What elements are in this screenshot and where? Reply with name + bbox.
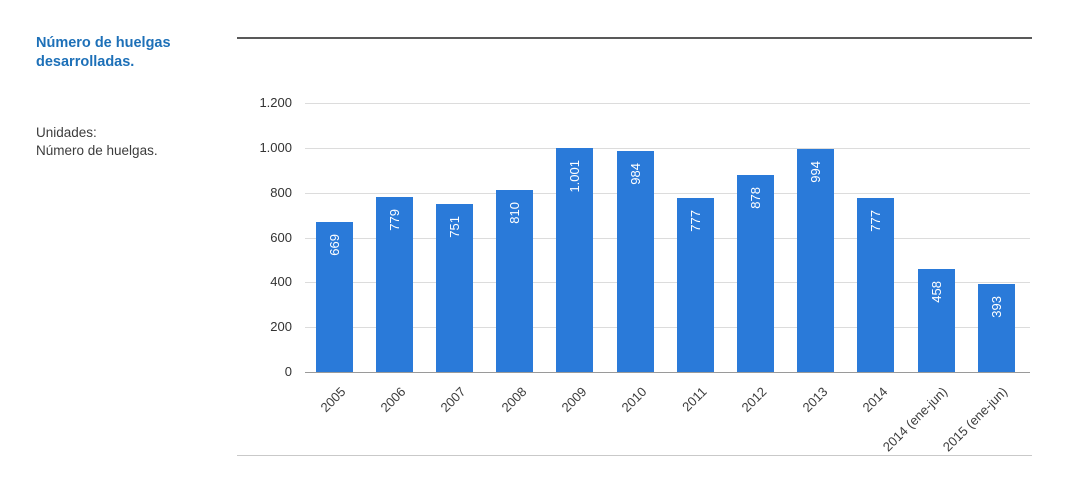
gridline (305, 238, 1030, 239)
bar-value-label: 779 (387, 209, 402, 231)
y-tick-label: 800 (270, 185, 292, 200)
y-tick-label: 200 (270, 319, 292, 334)
bar-2007: 751 (436, 204, 473, 372)
bar-value-label: 810 (507, 202, 522, 224)
bar-2014: 777 (857, 198, 894, 372)
chart-sidebar: Número de huelgas desarrolladas. Unidade… (36, 34, 226, 160)
units-block: Unidades: Número de huelgas. (36, 124, 226, 160)
chart-title-line2: desarrolladas. (36, 53, 135, 70)
y-tick-label: 600 (270, 230, 292, 245)
chart-top-rule (237, 37, 1032, 39)
chart-title-line1: Número de huelgas (36, 35, 171, 51)
bar-value-label: 984 (628, 163, 643, 185)
bar-value-label: 777 (868, 210, 883, 232)
bar-2011: 777 (677, 198, 714, 372)
y-tick-label: 1.200 (259, 95, 292, 110)
units-value: Número de huelgas. (36, 142, 158, 158)
bar-2009: 1.001 (556, 148, 593, 372)
bar-value-label: 751 (447, 216, 462, 238)
x-tick-label: 2015 (ene-jun) (940, 384, 1011, 455)
x-tick-label: 2012 (738, 384, 770, 416)
x-tick-label: 2010 (618, 384, 650, 416)
bar-value-label: 777 (688, 210, 703, 232)
bar-2014 (ene-jun): 458 (918, 269, 955, 372)
y-tick-label: 0 (284, 364, 292, 379)
gridline (305, 148, 1030, 149)
bar-2005: 669 (316, 222, 353, 372)
x-tick-label: 2009 (558, 384, 590, 416)
y-tick-label: 1.000 (259, 140, 292, 155)
bar-2008: 810 (496, 190, 533, 372)
bar-2006: 779 (376, 197, 413, 372)
gridline (305, 282, 1030, 283)
x-axis-line (305, 372, 1030, 373)
x-tick-label: 2013 (799, 384, 831, 416)
chart-bottom-rule (237, 455, 1032, 456)
bar-value-label: 878 (748, 187, 763, 209)
bar-2010: 984 (617, 151, 654, 372)
x-tick-label: 2008 (498, 384, 530, 416)
x-tick-label: 2005 (317, 384, 349, 416)
units-label: Unidades: (36, 124, 97, 140)
bar-2015 (ene-jun): 393 (978, 284, 1015, 372)
bar-chart: 0 200 400 600 800 1.000 1.200 669 2005 779 2006 751… (237, 0, 1032, 479)
x-tick-label: 2007 (437, 384, 469, 416)
bar-value-label: 1.001 (567, 160, 582, 193)
bar-2013: 994 (797, 149, 834, 372)
bar-2012: 878 (737, 175, 774, 372)
bar-value-label: 393 (989, 296, 1004, 318)
bar-value-label: 669 (327, 234, 342, 256)
x-tick-label: 2011 (679, 384, 710, 415)
bar-value-label: 458 (929, 281, 944, 303)
chart-title: Número de huelgas desarrolladas. (36, 34, 226, 72)
gridline (305, 103, 1030, 104)
gridline (305, 193, 1030, 194)
gridline (305, 327, 1030, 328)
bar-value-label: 994 (808, 161, 823, 183)
x-tick-label: 2014 (859, 384, 891, 416)
x-tick-label: 2006 (377, 384, 409, 416)
y-tick-label: 400 (270, 274, 292, 289)
